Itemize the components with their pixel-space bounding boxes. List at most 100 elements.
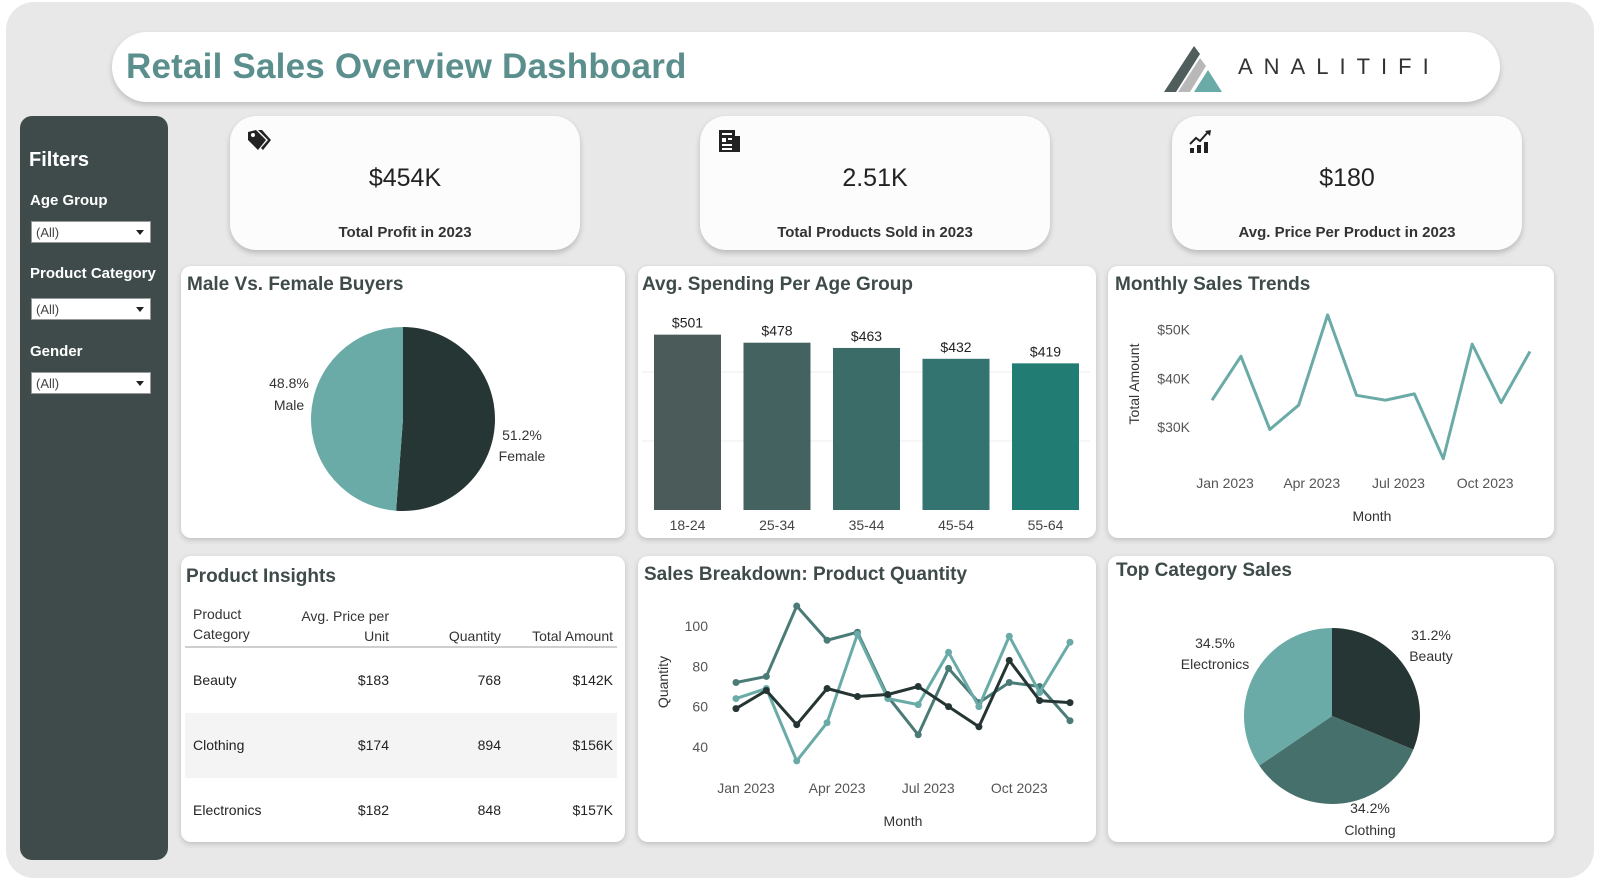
x-tick-label: Jan 2023	[1196, 475, 1254, 491]
y-tick-label: $30K	[1157, 419, 1190, 435]
cell-category: Clothing	[193, 737, 245, 753]
x-tick-label: Jan 2023	[717, 780, 775, 796]
y-tick-label: 80	[692, 658, 708, 674]
cell-total: $157K	[572, 802, 613, 818]
monthly-x-axis-label: Month	[1353, 508, 1392, 524]
age-chart-title: Avg. Spending Per Age Group	[642, 274, 913, 295]
category-chart-title: Top Category Sales	[1116, 560, 1292, 581]
table-row: Beauty $183 768 $142K	[185, 648, 617, 713]
quantity-series-line-1	[735, 604, 1072, 737]
monthly-y-axis-label: Total Amount	[1126, 343, 1142, 424]
kpi-label: Total Profit in 2023	[338, 224, 472, 241]
y-tick-label: 60	[692, 699, 708, 715]
bar-value-label: $463	[851, 328, 882, 344]
monthly-chart-card: Monthly Sales Trends Total Amount Month …	[1108, 266, 1554, 538]
quantity-point	[823, 636, 831, 644]
monthly-chart-title: Monthly Sales Trends	[1115, 274, 1311, 295]
quantity-point	[1005, 656, 1013, 664]
bar-category-label: 35-44	[849, 517, 885, 533]
table-row: Clothing $174 894 $156K	[185, 713, 617, 778]
bar-category-label: 55-64	[1028, 517, 1064, 533]
beauty-label: Beauty	[1409, 648, 1453, 664]
product-category-select[interactable]: (All)	[31, 298, 151, 320]
logo-mark-icon	[1164, 46, 1222, 92]
growth-chart-icon	[1189, 130, 1211, 153]
chevron-down-icon	[136, 307, 144, 312]
product-insights-table: Product Category Avg. Price per Unit Qua…	[185, 604, 617, 843]
gender-slice-female	[396, 327, 495, 511]
quantity-point	[823, 719, 831, 727]
bar-25-34	[743, 342, 811, 510]
cell-price: $174	[357, 737, 389, 753]
quantity-point	[975, 723, 983, 731]
kpi-label: Avg. Price Per Product in 2023	[1238, 224, 1456, 241]
column-header-price: Avg. Price per Unit	[301, 608, 389, 644]
dashboard-header: Retail Sales Overview Dashboard ANALITIF…	[112, 32, 1500, 102]
category-slice-beauty	[1332, 628, 1420, 750]
quantity-point	[762, 672, 770, 680]
x-tick-label: Jul 2023	[902, 780, 955, 796]
cell-quantity: 848	[477, 802, 501, 818]
filters-title: Filters	[29, 149, 90, 171]
quantity-y-axis-label: Quantity	[655, 656, 671, 708]
clothing-label: Clothing	[1344, 822, 1395, 838]
y-tick-label: 40	[692, 739, 708, 755]
category-chart-card: Top Category Sales 31.2% Beauty 34.5% El…	[1108, 556, 1554, 842]
product-category-label: Product Category	[30, 265, 156, 282]
bar-35-44	[833, 347, 900, 510]
beauty-percent-label: 31.2%	[1411, 627, 1451, 643]
electronics-label: Electronics	[1181, 656, 1249, 672]
bar-45-54	[922, 358, 990, 510]
age-group-label: Age Group	[30, 192, 108, 209]
quantity-series-line-2	[735, 632, 1072, 763]
bar-category-label: 18-24	[670, 517, 706, 533]
x-tick-label: Oct 2023	[1457, 475, 1514, 491]
quantity-point	[914, 701, 922, 709]
male-label: Male	[274, 397, 305, 413]
quantity-point	[1066, 699, 1074, 707]
quantity-point	[1066, 638, 1074, 646]
female-percent-label: 51.2%	[502, 427, 542, 443]
y-tick-label: $40K	[1157, 370, 1190, 386]
chevron-down-icon	[136, 230, 144, 235]
quantity-point	[1066, 717, 1074, 725]
monthly-sales-line	[1210, 313, 1532, 461]
age-group-select[interactable]: (All)	[31, 221, 151, 243]
kpi-total-products: 2.51K Total Products Sold in 2023	[700, 116, 1050, 250]
category-slice-clothing	[1259, 716, 1414, 804]
gender-value: (All)	[36, 376, 60, 391]
chevron-down-icon	[136, 381, 144, 386]
category-slice-electronics	[1244, 628, 1332, 766]
category-pie-chart: 31.2% Beauty 34.5% Electronics 34.2% Clo…	[1181, 627, 1453, 838]
gender-slice-male	[310, 327, 403, 511]
quantity-point	[793, 602, 801, 610]
kpi-value: 2.51K	[842, 164, 908, 192]
quantity-point	[1036, 697, 1044, 705]
female-label: Female	[499, 448, 546, 464]
x-tick-label: Apr 2023	[809, 780, 866, 796]
logo-text: ANALITIFI	[1238, 54, 1440, 79]
quantity-point	[793, 757, 801, 765]
clothing-percent-label: 34.2%	[1350, 800, 1390, 816]
quantity-point	[853, 693, 861, 701]
kpi-value: $180	[1319, 164, 1375, 192]
quantity-x-axis-label: Month	[884, 813, 923, 829]
gender-select[interactable]: (All)	[31, 372, 151, 394]
quantity-point	[945, 664, 953, 672]
electronics-percent-label: 34.5%	[1195, 635, 1235, 651]
quantity-point	[884, 691, 892, 699]
quantity-point	[975, 703, 983, 711]
cell-total: $142K	[572, 672, 613, 688]
male-percent-label: 48.8%	[269, 375, 309, 391]
quantity-point	[853, 630, 861, 638]
cell-category: Electronics	[193, 802, 262, 818]
filters-sidebar: Filters Age Group (All) Product Category…	[20, 116, 168, 860]
age-group-value: (All)	[36, 225, 60, 240]
quantity-point	[762, 687, 770, 695]
product-insights-card: Product Insights Product Category Avg. P…	[181, 556, 625, 842]
y-tick-label: 100	[685, 618, 709, 634]
x-tick-label: Oct 2023	[991, 780, 1048, 796]
bar-value-label: $478	[761, 323, 792, 339]
quantity-point	[793, 721, 801, 729]
quantity-point	[732, 705, 740, 713]
